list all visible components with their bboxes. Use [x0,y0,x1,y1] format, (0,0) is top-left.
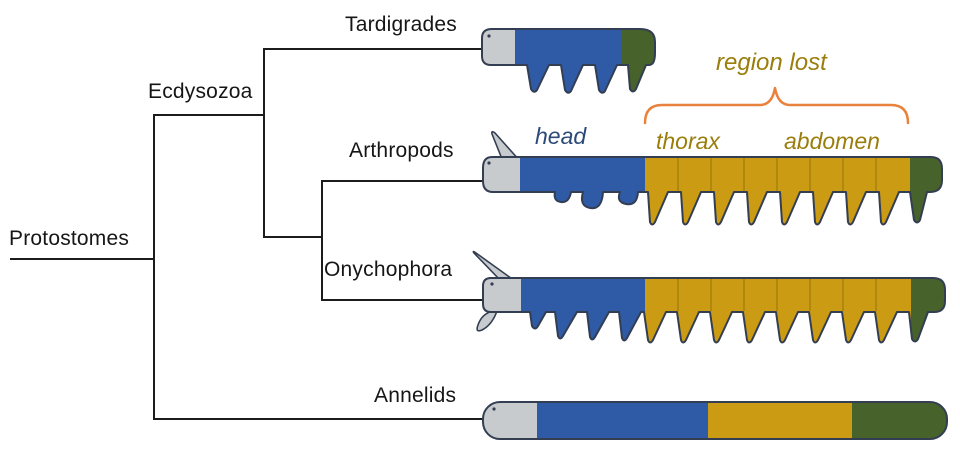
tardigrades-branch-line [263,48,486,50]
tardigrade-head-segment [515,29,621,93]
annelid-head-segment [537,402,708,439]
panarthropoda-vertical-line [321,180,323,301]
abdomen-region-label: abdomen [784,128,880,154]
annelid-head-cap-segment [483,402,537,439]
root-branch-line [10,258,154,260]
arthropod-outline [482,156,943,226]
taxon-label-arthropods: Arthropods [349,139,454,162]
region-lost-label: region lost [716,49,827,76]
onychophora-outline [482,277,946,344]
onychophora-branch-line [321,299,487,301]
ecdysozoa-vertical-line [263,48,265,238]
clade-label-ecdysozoa: Ecdysozoa [148,80,253,103]
tardigrade-illustration [481,28,656,94]
root-trunk-line [153,114,155,420]
onychophora-eye [490,282,494,286]
root-label: Protostomes [9,227,130,250]
annelid-trunk-segment [708,402,852,439]
arthropod-segment-dividers [677,158,877,191]
arthropod-tail-segment [910,157,942,225]
tardigrade-outline [481,28,656,94]
annelids-branch-line [153,418,487,420]
taxon-label-annelids: Annelids [374,384,457,407]
onychophora-illustration [472,250,946,344]
tardigrade-eye [487,34,491,38]
arthropods-branch-line [321,180,487,182]
onychophora-antenna [472,250,516,282]
annelid-tail-segment [852,402,947,439]
taxon-label-tardigrades: Tardigrades [345,13,457,36]
annelid-eye [492,407,496,411]
onychophora-head-segment [521,278,645,343]
ecdysozoa-branch-line [153,114,265,116]
arthropod-antenna [491,130,521,162]
onychophora-tail-segment [911,278,945,343]
taxon-label-onychophora: Onychophora [324,258,453,281]
head-region-label: head [535,123,587,149]
arthropod-illustration [482,130,943,226]
annelid-outline [482,401,948,440]
annelid-illustration [482,401,948,440]
panarthropoda-stem-line [263,236,323,238]
region-lost-brace [643,86,910,125]
thorax-region-label: thorax [656,128,720,154]
arthropod-eye [487,161,491,165]
onychophora-segment-dividers [677,279,877,311]
onychophora-oral-papilla [476,310,498,332]
onychophora-head-cap-segment [483,278,521,343]
